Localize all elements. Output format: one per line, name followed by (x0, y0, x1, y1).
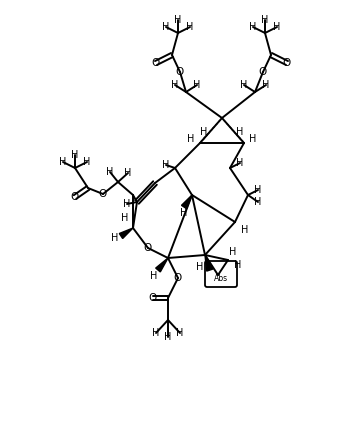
Text: H: H (193, 80, 201, 90)
Text: O: O (144, 243, 152, 253)
Text: H: H (180, 208, 188, 218)
Text: O: O (176, 67, 184, 77)
Text: H: H (200, 127, 208, 137)
Text: H: H (262, 80, 270, 90)
Text: O: O (71, 192, 79, 202)
Text: H: H (174, 15, 182, 25)
Text: H: H (249, 22, 257, 32)
Text: H: H (186, 22, 194, 32)
Text: H: H (241, 225, 249, 235)
Text: H: H (164, 332, 172, 342)
Text: O: O (149, 293, 157, 303)
Text: H: H (234, 260, 242, 270)
Text: Abs: Abs (214, 274, 228, 283)
Text: H: H (236, 158, 244, 168)
Text: H: H (187, 134, 195, 144)
Polygon shape (205, 255, 213, 271)
Polygon shape (119, 228, 133, 239)
Polygon shape (156, 258, 168, 272)
Text: H: H (106, 167, 114, 177)
Text: H: H (273, 22, 281, 32)
Text: H: H (59, 157, 67, 167)
Text: H: H (229, 247, 237, 257)
Text: H: H (71, 150, 79, 160)
Text: H: H (111, 233, 119, 243)
Text: H: H (162, 22, 170, 32)
Text: H: H (254, 197, 262, 207)
Text: H: H (240, 80, 248, 90)
Text: H: H (176, 328, 184, 338)
Text: O: O (174, 273, 182, 283)
Text: H: H (236, 127, 244, 137)
Text: H: H (254, 185, 262, 195)
Text: H: H (121, 213, 129, 223)
Text: H: H (123, 199, 131, 209)
Text: H: H (171, 80, 179, 90)
Text: H: H (261, 15, 269, 25)
Text: H: H (249, 134, 257, 144)
Text: H: H (196, 262, 204, 272)
Text: O: O (152, 58, 160, 68)
Text: H: H (162, 160, 170, 170)
Text: H: H (150, 271, 158, 281)
Text: H: H (83, 157, 91, 167)
Text: O: O (259, 67, 267, 77)
Text: H: H (124, 168, 132, 178)
Text: O: O (99, 189, 107, 199)
Text: H: H (152, 328, 160, 338)
Polygon shape (181, 195, 192, 209)
Text: O: O (283, 58, 291, 68)
